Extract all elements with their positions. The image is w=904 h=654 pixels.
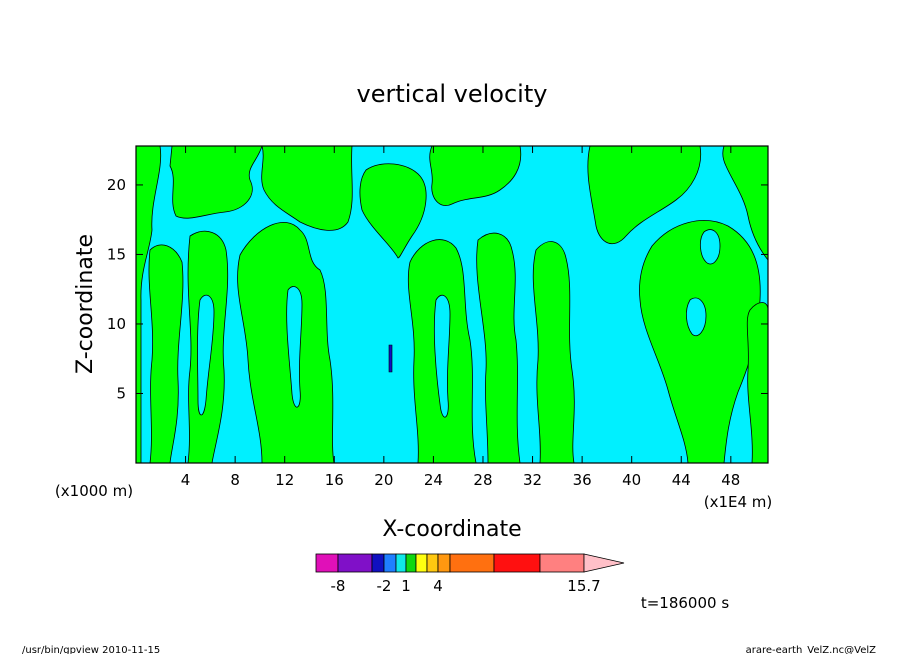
y-tick-label: 10 <box>107 315 126 333</box>
colorbar-segment <box>315 553 339 573</box>
positive-region-right-blob <box>639 220 761 463</box>
colorbar-segment <box>395 553 407 573</box>
x-tick-label: 40 <box>622 471 641 489</box>
colorbar-tick-label: 4 <box>433 577 443 595</box>
positive-region-right-center-column <box>532 241 575 463</box>
colorbar-tick-labels: -8 -2 1 4 15.7 <box>331 577 601 595</box>
x-unit-right: (x1E4 m) <box>704 493 773 511</box>
negative-cell-center <box>433 294 451 418</box>
positive-region-ridge <box>359 163 427 259</box>
negative-cell-west <box>197 294 215 416</box>
y-tick-label: 20 <box>107 176 126 194</box>
footer-left: /usr/bin/gpview 2010-11-15 <box>22 645 160 654</box>
x-tick-label: 48 <box>721 471 740 489</box>
colorbar-tick-label: -8 <box>331 577 346 595</box>
colorbar-segment <box>371 553 385 573</box>
y-tick-label: 5 <box>116 384 126 402</box>
positive-region-top-left <box>169 146 263 219</box>
y-axis-label: Z-coordinate <box>73 234 98 374</box>
positive-region-east-center <box>476 232 521 463</box>
plot-frame <box>135 145 769 464</box>
colorbar-tick-label: 15.7 <box>567 577 600 595</box>
x-tick-label: 12 <box>275 471 294 489</box>
negative-cell-right-lower <box>686 297 707 337</box>
chart-title: vertical velocity <box>357 80 548 108</box>
x-unit-left: (x1000 m) <box>55 482 133 500</box>
updraft-marker <box>388 344 393 373</box>
positive-region-right-top <box>587 146 702 245</box>
positive-region-center-left <box>237 221 335 463</box>
colorbar-segment <box>337 553 373 573</box>
x-tick-label: 20 <box>374 471 393 489</box>
x-tick-label: 16 <box>325 471 344 489</box>
time-label: t=186000 s <box>641 594 729 612</box>
positive-region-left-edge <box>136 146 162 463</box>
x-tick-label: 8 <box>230 471 240 489</box>
colorbar-tick-label: -2 <box>377 577 392 595</box>
colorbar-segment <box>426 553 439 573</box>
colorbar-extension-arrow <box>583 553 625 573</box>
colorbar-segment <box>383 553 397 573</box>
positive-region-left-column <box>148 244 184 463</box>
positive-region-right-edge <box>722 146 768 261</box>
x-tick-label: 32 <box>523 471 542 489</box>
x-tick-label: 24 <box>424 471 443 489</box>
x-axis-ticks: 4 8 12 16 20 24 28 32 36 40 44 48 <box>181 146 740 489</box>
colorbar-segment <box>405 553 417 573</box>
negative-cell-center-left <box>286 286 303 408</box>
positive-region-upper-center <box>261 146 353 231</box>
y-axis-ticks: 5 10 15 20 <box>107 176 768 402</box>
colorbar-segment <box>449 553 495 573</box>
plot-field <box>136 146 768 463</box>
y-tick-label: 15 <box>107 245 126 263</box>
positive-region-far-right-column <box>746 302 768 463</box>
colorbar-tick-label: 1 <box>401 577 411 595</box>
colorbar-segment <box>437 553 451 573</box>
footer-right: arare-earth_VelZ.nc@VelZ <box>746 645 877 654</box>
x-tick-label: 4 <box>181 471 191 489</box>
positive-region-upper-right-center <box>429 146 522 206</box>
x-tick-label: 36 <box>573 471 592 489</box>
colorbar-segment <box>493 553 541 573</box>
colorbar-segment <box>415 553 428 573</box>
x-axis-label: X-coordinate <box>382 517 521 542</box>
x-tick-label: 28 <box>473 471 492 489</box>
colorbar <box>315 553 625 573</box>
colorbar-segment <box>539 553 585 573</box>
negative-cell-right-blob <box>700 229 721 265</box>
x-tick-label: 44 <box>672 471 691 489</box>
